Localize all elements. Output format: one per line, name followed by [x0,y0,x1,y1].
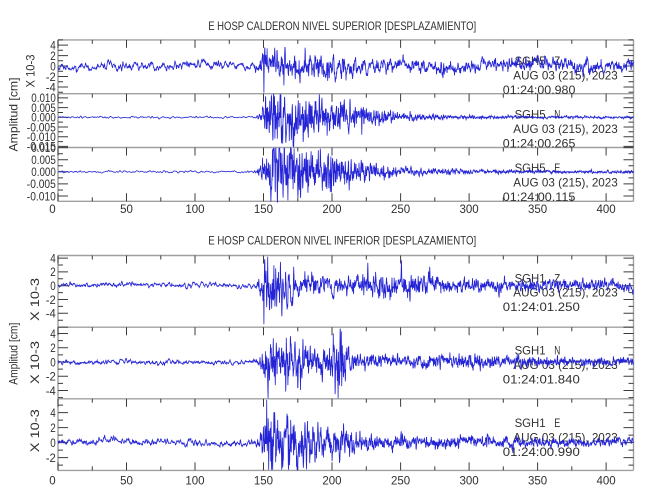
svg-text:AUG 03 (215), 2023: AUG 03 (215), 2023 [513,69,618,83]
svg-text:E HOSP CALDERON NIVEL SUPERIOR: E HOSP CALDERON NIVEL SUPERIOR [DESPLAZA… [208,19,476,33]
svg-text:01:24:00.265: 01:24:00.265 [503,136,576,150]
svg-text:0: 0 [50,279,56,293]
svg-text:SGH5: SGH5 [515,108,546,122]
svg-text:0.010: 0.010 [31,141,56,155]
svg-text:0.005: 0.005 [31,153,56,167]
svg-text:E: E [554,416,560,430]
svg-text:50: 50 [120,474,133,488]
svg-text:0.010: 0.010 [31,91,56,105]
svg-text:350: 350 [528,202,548,216]
svg-text:-4: -4 [46,384,56,398]
svg-text:400: 400 [597,474,617,488]
svg-text:4: 4 [50,406,56,420]
svg-text:4: 4 [50,327,56,341]
svg-text:Amplitud [cm]: Amplitud [cm] [7,78,21,152]
svg-text:N: N [554,108,560,122]
svg-text:01:24:00.115: 01:24:00.115 [503,190,576,204]
svg-text:01:24:01.840: 01:24:01.840 [503,372,580,386]
svg-text:-2: -2 [46,70,56,84]
svg-text:0: 0 [50,436,56,450]
svg-text:0: 0 [50,59,56,73]
svg-text:X 10-3: X 10-3 [28,409,42,452]
svg-text:AUG 03 (215), 2023: AUG 03 (215), 2023 [513,122,618,136]
svg-text:-0.010: -0.010 [27,130,56,144]
svg-text:01:24:00.980: 01:24:00.980 [503,83,576,97]
svg-text:2: 2 [50,341,56,355]
svg-text:E HOSP CALDERON NIVEL INFERIOR: E HOSP CALDERON NIVEL INFERIOR [DESPLAZA… [208,234,476,248]
svg-text:0.005: 0.005 [31,101,56,115]
svg-text:0.000: 0.000 [31,165,56,179]
svg-text:X 10-3: X 10-3 [28,278,42,321]
svg-text:0: 0 [50,355,56,369]
svg-text:2: 2 [50,421,56,435]
svg-text:AUG 03 (215), 2023: AUG 03 (215), 2023 [513,176,618,190]
svg-text:250: 250 [391,202,411,216]
svg-text:250: 250 [391,474,411,488]
svg-text:Amplitud [cm]: Amplitud [cm] [7,323,21,385]
svg-text:350: 350 [528,474,548,488]
svg-text:4: 4 [50,251,56,265]
svg-text:200: 200 [322,474,342,488]
svg-text:SGH1: SGH1 [515,416,546,430]
svg-text:-0.005: -0.005 [27,177,56,191]
svg-text:01:24:00.990: 01:24:00.990 [503,445,580,459]
svg-text:-4: -4 [46,80,56,94]
svg-text:-0.005: -0.005 [27,120,56,134]
svg-text:-4: -4 [46,307,56,321]
svg-text:Z: Z [554,271,560,285]
svg-text:0: 0 [49,474,56,488]
svg-text:100: 100 [185,474,205,488]
svg-text:N: N [554,344,560,358]
svg-text:200: 200 [322,202,342,216]
svg-text:-2: -2 [46,293,56,307]
svg-text:4: 4 [50,38,56,52]
svg-text:0: 0 [49,202,56,216]
svg-text:E: E [554,161,560,175]
svg-text:X 10-3: X 10-3 [24,54,38,87]
svg-text:SGH1: SGH1 [515,344,546,358]
svg-text:300: 300 [460,474,480,488]
svg-text:X 10-3: X 10-3 [28,341,42,384]
svg-text:150: 150 [254,474,274,488]
svg-text:300: 300 [460,202,480,216]
svg-text:-2: -2 [46,451,56,465]
svg-text:400: 400 [597,202,617,216]
svg-text:150: 150 [254,202,274,216]
svg-text:-0.015: -0.015 [27,140,56,154]
svg-text:-2: -2 [46,370,56,384]
svg-text:100: 100 [185,202,205,216]
svg-text:0.000: 0.000 [31,111,56,125]
svg-text:50: 50 [120,202,133,216]
svg-text:-0.010: -0.010 [27,189,56,203]
svg-text:2: 2 [50,265,56,279]
svg-text:01:24:01.250: 01:24:01.250 [503,300,580,314]
svg-text:2: 2 [50,49,56,63]
